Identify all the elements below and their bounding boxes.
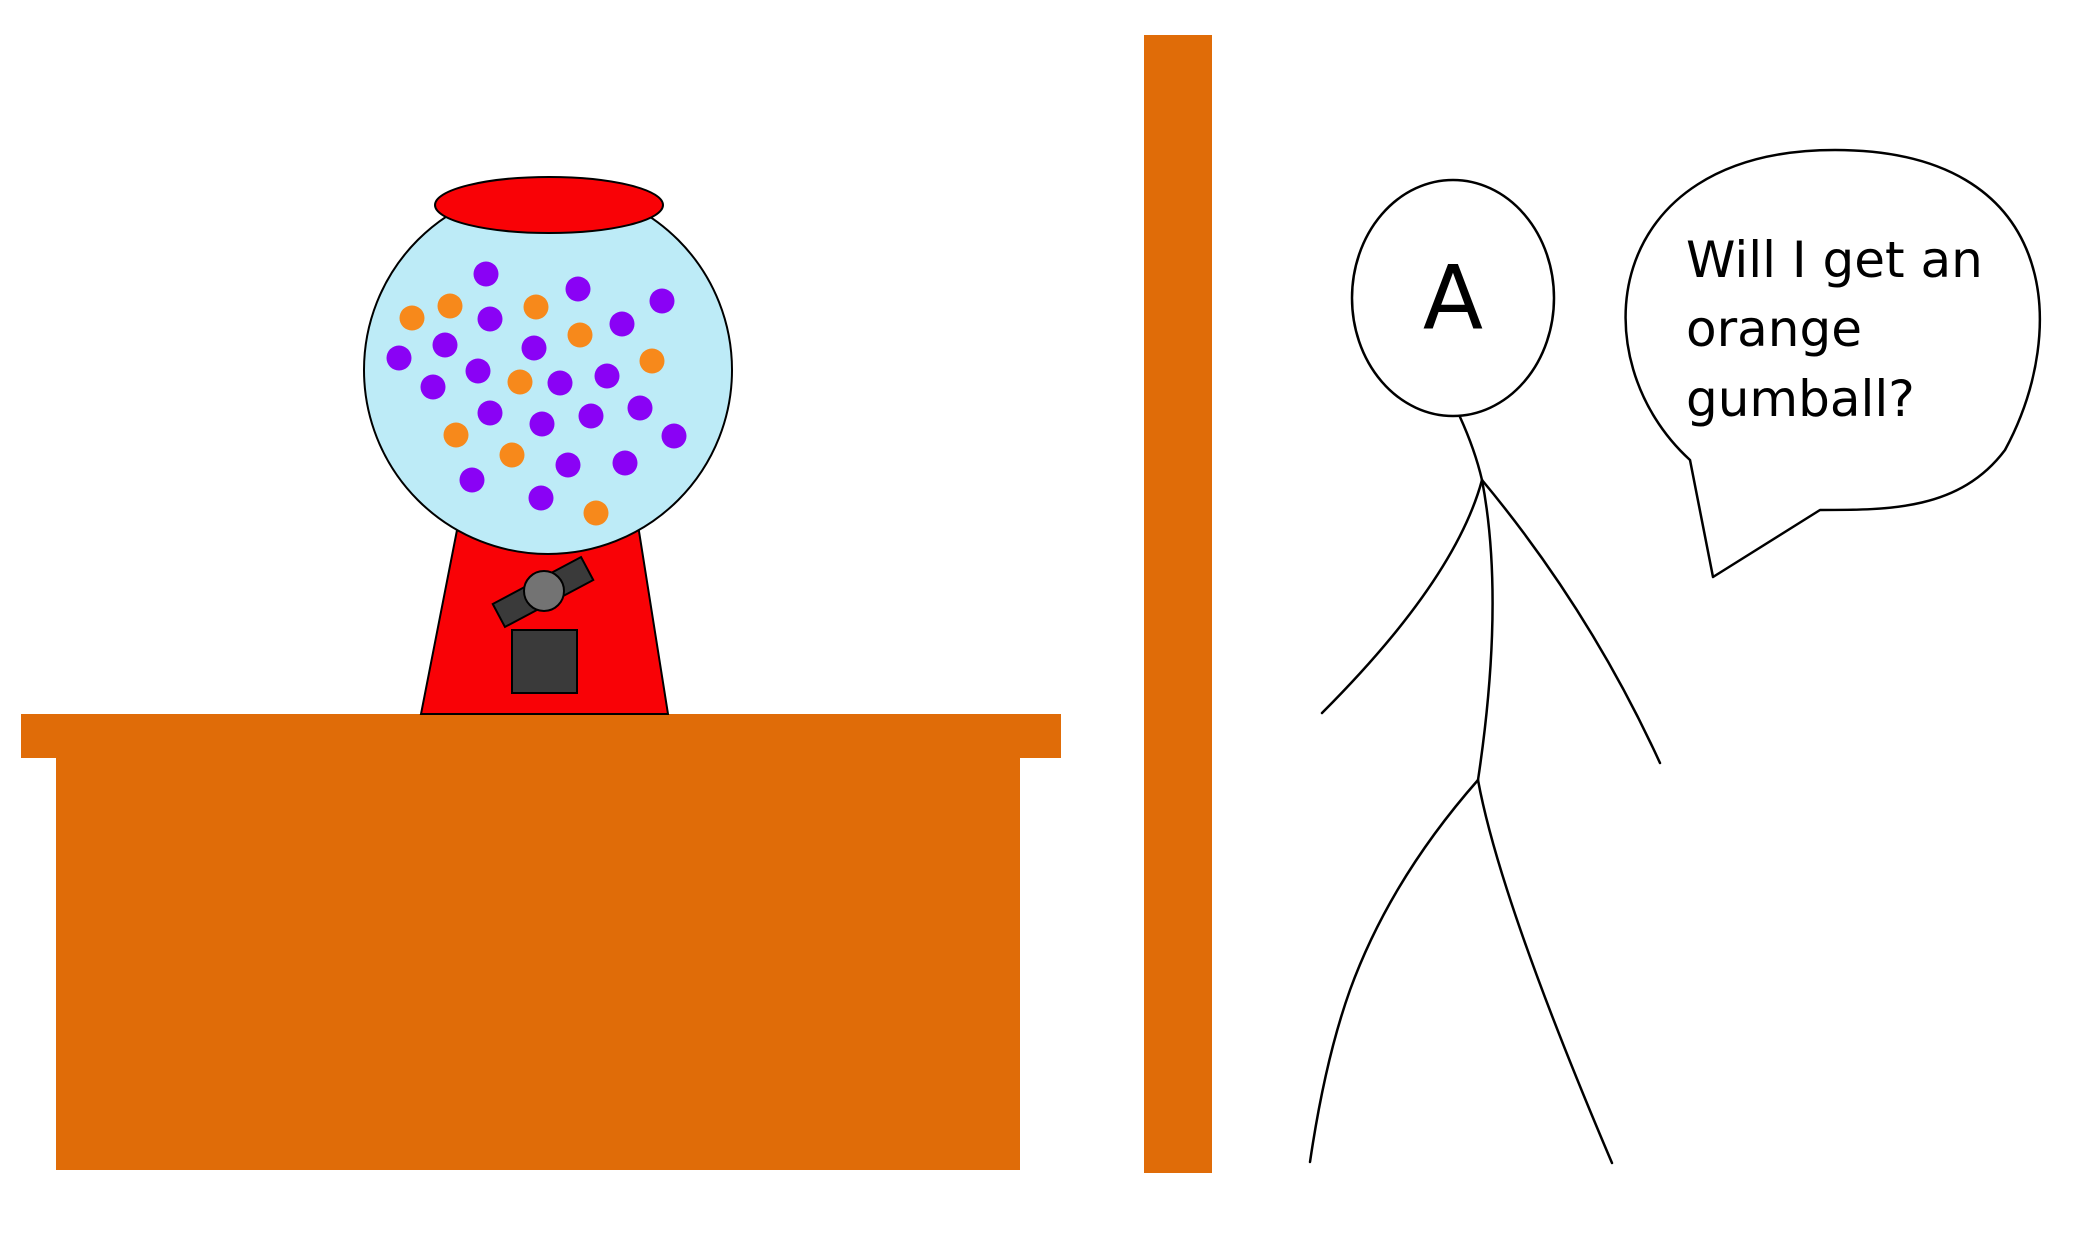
gumball-purple [432,332,458,358]
gumball-purple [547,370,573,396]
gumball-purple [612,450,638,476]
gumball-purple [386,345,412,371]
speech-line-2: orange [1686,300,1862,358]
gumball-machine [363,176,733,715]
gumball-purple [649,288,675,314]
speech-line-1: Will I get an [1686,231,1983,289]
gumball-purple [420,374,446,400]
gumball-purple [528,485,554,511]
speech-bubble-outline [1624,148,2042,579]
crank-knob-icon [523,570,565,612]
gumball-purple [477,400,503,426]
gumball-orange [523,294,549,320]
speech-line-3: gumball? [1686,370,1915,428]
gumball-orange [583,500,609,526]
gumball-orange [507,369,533,395]
gumball-purple [465,358,491,384]
gumball-purple [529,411,555,437]
stick-figure [1308,178,1662,1165]
gumball-orange [499,442,525,468]
gumball-purple [459,467,485,493]
person-left-leg [1308,778,1480,1164]
gumball-purple [473,261,499,287]
speech-bubble: Will I get an orange gumball? [1624,148,2042,579]
gumball-purple [627,395,653,421]
person-torso [1476,478,1494,782]
gumball-purple [477,306,503,332]
person-label: A [1423,247,1483,350]
person-left-arm [1320,478,1484,715]
gumballs [386,261,687,526]
gumball-orange [399,305,425,331]
gumball-purple [521,335,547,361]
gumball-orange [443,422,469,448]
person-head [1350,178,1556,418]
gumball-orange [437,293,463,319]
table-body [56,750,1020,1170]
table [21,714,1061,1170]
person-right-leg [1476,778,1614,1165]
person-right-arm [1480,478,1662,765]
gumball-purple [609,311,635,337]
gumball-orange [639,348,665,374]
gumball-purple [578,403,604,429]
gumball-purple [555,452,581,478]
gumball-chute [511,629,578,694]
gumball-purple [594,363,620,389]
gumball-purple [565,276,591,302]
divider-wall [1144,35,1212,1173]
gumball-orange [567,322,593,348]
machine-lid [434,176,664,234]
person-neck [1458,415,1484,482]
gumball-purple [661,423,687,449]
